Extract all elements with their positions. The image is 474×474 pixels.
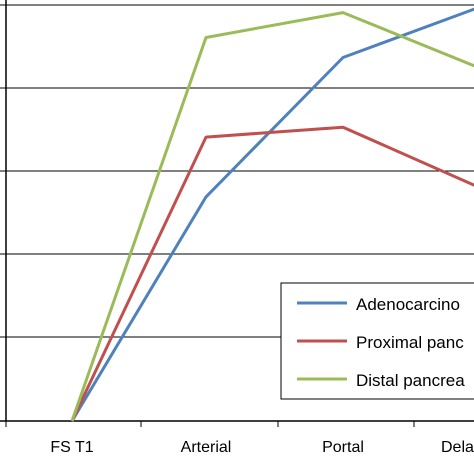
series-line-proximal-pancreas — [70, 125, 474, 422]
series-line-adenocarcinoma — [70, 7, 474, 422]
legend-label-distal-pancreas: Distal pancrea — [356, 371, 465, 390]
series-lines — [70, 7, 474, 422]
x-tick-label-fs-t1: FS T1 — [50, 439, 93, 456]
x-axis-ticks — [5, 421, 415, 427]
series-line-distal-pancreas — [70, 11, 474, 422]
x-tick-label-portal: Portal — [322, 439, 364, 456]
x-tick-label-arterial: Arterial — [181, 439, 232, 456]
legend: Adenocarcino Proximal panc Distal pancre… — [280, 282, 474, 400]
legend-label-adenocarcinoma: Adenocarcino — [356, 295, 460, 314]
x-tick-label-delayed: Dela — [441, 439, 474, 456]
axes — [0, 0, 474, 422]
gridlines — [0, 4, 474, 338]
legend-label-proximal-pancreas: Proximal panc — [356, 333, 464, 352]
x-axis-labels: FS T1 Arterial Portal Dela — [50, 439, 474, 456]
